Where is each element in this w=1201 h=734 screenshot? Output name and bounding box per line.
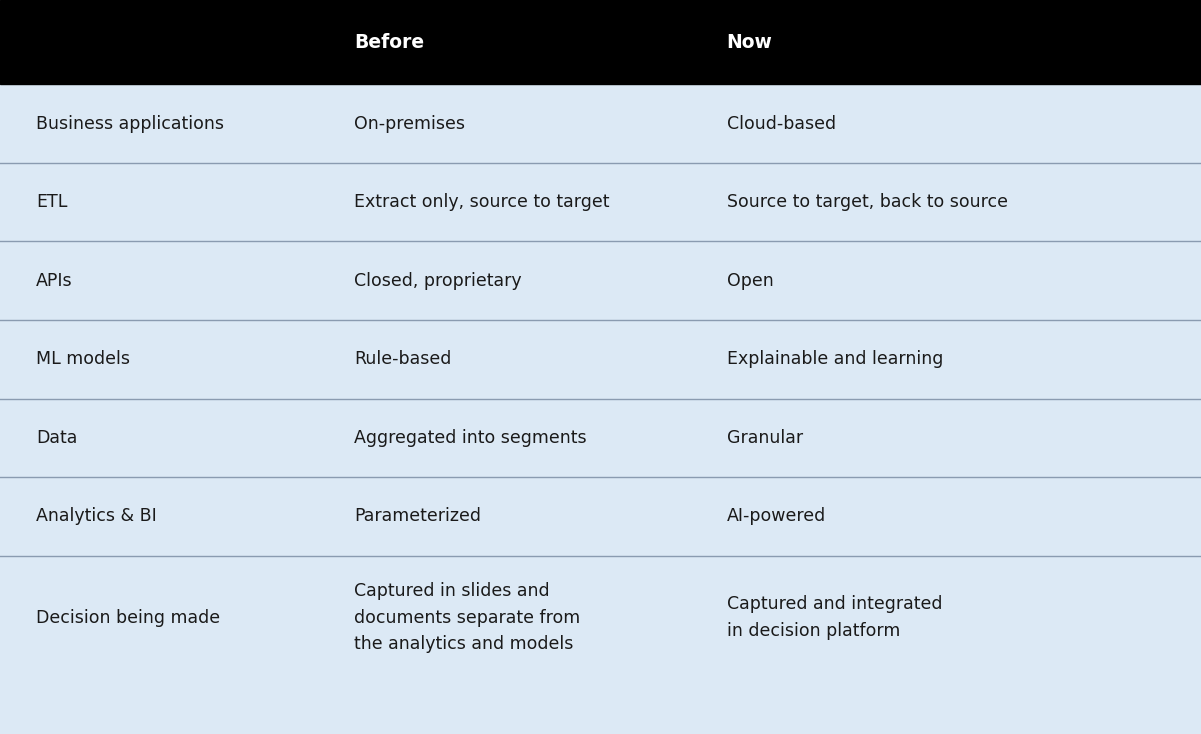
Text: AI-powered: AI-powered bbox=[727, 507, 826, 526]
Bar bbox=[0, 163, 1201, 241]
Text: Extract only, source to target: Extract only, source to target bbox=[354, 193, 610, 211]
Text: Business applications: Business applications bbox=[36, 115, 225, 133]
Bar bbox=[0, 0, 1201, 84]
Text: Explainable and learning: Explainable and learning bbox=[727, 350, 943, 368]
Bar bbox=[0, 477, 1201, 556]
Text: Before: Before bbox=[354, 33, 424, 51]
Text: Open: Open bbox=[727, 272, 773, 290]
Text: ETL: ETL bbox=[36, 193, 67, 211]
Text: Parameterized: Parameterized bbox=[354, 507, 482, 526]
Text: Captured in slides and
documents separate from
the analytics and models: Captured in slides and documents separat… bbox=[354, 582, 580, 653]
Bar bbox=[0, 399, 1201, 477]
Bar bbox=[0, 84, 1201, 163]
Text: Source to target, back to source: Source to target, back to source bbox=[727, 193, 1008, 211]
Text: Cloud-based: Cloud-based bbox=[727, 115, 836, 133]
Text: Data: Data bbox=[36, 429, 77, 447]
Text: Captured and integrated
in decision platform: Captured and integrated in decision plat… bbox=[727, 595, 942, 640]
Text: On-premises: On-premises bbox=[354, 115, 465, 133]
Bar bbox=[0, 320, 1201, 399]
Text: Aggregated into segments: Aggregated into segments bbox=[354, 429, 587, 447]
Text: Closed, proprietary: Closed, proprietary bbox=[354, 272, 522, 290]
Bar bbox=[0, 241, 1201, 320]
Bar bbox=[0, 556, 1201, 680]
Text: APIs: APIs bbox=[36, 272, 72, 290]
Text: Decision being made: Decision being made bbox=[36, 608, 220, 627]
Text: Granular: Granular bbox=[727, 429, 802, 447]
Text: Analytics & BI: Analytics & BI bbox=[36, 507, 157, 526]
Text: Rule-based: Rule-based bbox=[354, 350, 452, 368]
Text: ML models: ML models bbox=[36, 350, 130, 368]
Text: Now: Now bbox=[727, 33, 772, 51]
